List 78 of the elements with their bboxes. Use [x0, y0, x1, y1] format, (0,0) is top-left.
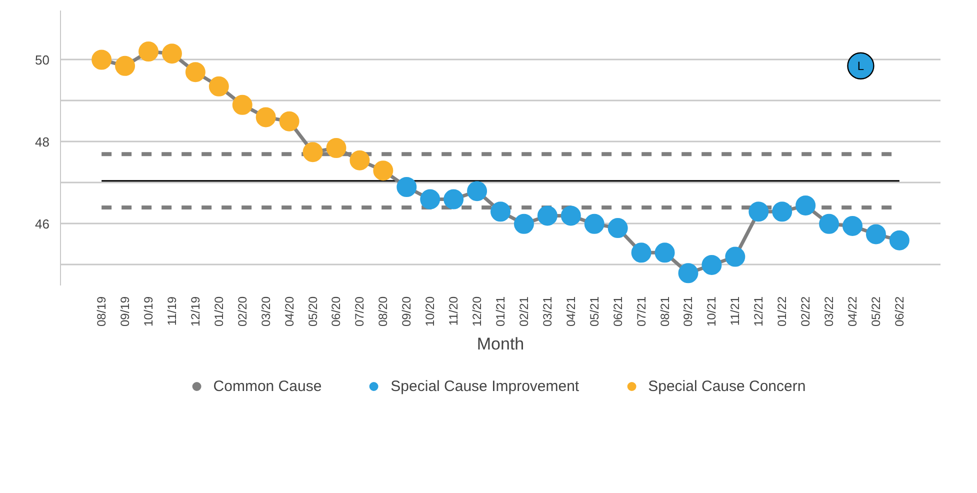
- legend-label: Special Cause Concern: [648, 378, 806, 394]
- point: [678, 263, 698, 284]
- x-tick-label: 12/19: [188, 296, 202, 327]
- point: [185, 62, 206, 82]
- point: [866, 224, 886, 244]
- point: [702, 254, 722, 275]
- point: [654, 242, 675, 263]
- legend-label: Common Cause: [213, 378, 322, 394]
- x-tick-label: 11/21: [728, 296, 742, 326]
- x-tick-label: 02/22: [798, 296, 813, 327]
- x-axis-title: Month: [476, 334, 524, 354]
- x-tick-label: 10/21: [704, 296, 719, 327]
- point: [350, 150, 370, 170]
- y-tick-label: 48: [35, 134, 50, 150]
- point: [725, 246, 746, 267]
- x-tick-label: 01/20: [212, 296, 226, 327]
- point: [162, 44, 182, 64]
- y-tick-label: 50: [35, 52, 50, 68]
- x-tick-label: 06/21: [610, 296, 625, 327]
- x-tick-label: 11/20: [446, 296, 461, 326]
- point: [326, 138, 346, 158]
- x-tick-label: 10/20: [423, 296, 438, 327]
- x-tick-label: 04/20: [282, 296, 296, 327]
- x-tick-label: 08/20: [376, 296, 390, 327]
- point: [256, 107, 276, 128]
- point: [92, 50, 112, 70]
- x-tick-label: 03/20: [258, 296, 273, 327]
- x-tick-label: 11/19: [164, 296, 179, 326]
- legend-label: Special Cause Improvement: [390, 378, 580, 394]
- x-tick-label: 03/22: [822, 296, 836, 327]
- point: [302, 142, 323, 162]
- x-tick-label: 08/19: [94, 296, 109, 327]
- annotation: L: [857, 58, 864, 73]
- x-tick-label: 08/21: [658, 296, 672, 327]
- point: [232, 94, 252, 115]
- point: [842, 216, 862, 236]
- x-tick-label: 12/21: [752, 296, 766, 327]
- x-tick-label: 09/20: [400, 296, 414, 327]
- x-tick-label: 05/22: [868, 296, 883, 327]
- x-tick-label: 06/20: [329, 296, 344, 327]
- x-tick-label: 03/21: [540, 296, 554, 327]
- point: [208, 76, 229, 96]
- x-tick-label: 02/20: [235, 296, 250, 327]
- point: [490, 202, 510, 222]
- x-tick-label: 06/22: [892, 296, 906, 327]
- x-tick-label: 01/22: [775, 296, 790, 327]
- point: [748, 202, 769, 222]
- x-tick-label: 04/21: [564, 296, 578, 327]
- point: [115, 56, 136, 76]
- x-tick-label: 07/20: [352, 296, 367, 327]
- point: [560, 206, 581, 226]
- y-tick-label: 46: [35, 216, 50, 232]
- point: [631, 242, 652, 263]
- x-tick-label: 09/21: [681, 296, 696, 327]
- point: [396, 177, 417, 197]
- x-tick-label: 05/21: [587, 296, 602, 327]
- x-tick-label: 04/22: [846, 296, 860, 327]
- point: [889, 230, 910, 250]
- point: [373, 160, 394, 181]
- x-tick-label: 02/21: [516, 296, 531, 327]
- point: [584, 214, 604, 234]
- point: [420, 189, 440, 210]
- point: [279, 111, 300, 132]
- point: [467, 181, 488, 202]
- x-tick-label: 12/20: [470, 296, 484, 327]
- point: [796, 195, 816, 216]
- point: [138, 42, 158, 62]
- point: [772, 202, 792, 222]
- point: [537, 206, 558, 226]
- point: [608, 218, 628, 238]
- point: [819, 214, 840, 234]
- x-tick-label: 07/21: [634, 296, 648, 327]
- x-tick-label: 05/20: [306, 296, 320, 327]
- x-tick-label: 10/19: [142, 296, 156, 327]
- point: [514, 214, 534, 234]
- x-tick-label: 09/19: [118, 296, 132, 327]
- x-tick-label: 01/21: [494, 296, 508, 327]
- point: [444, 189, 464, 210]
